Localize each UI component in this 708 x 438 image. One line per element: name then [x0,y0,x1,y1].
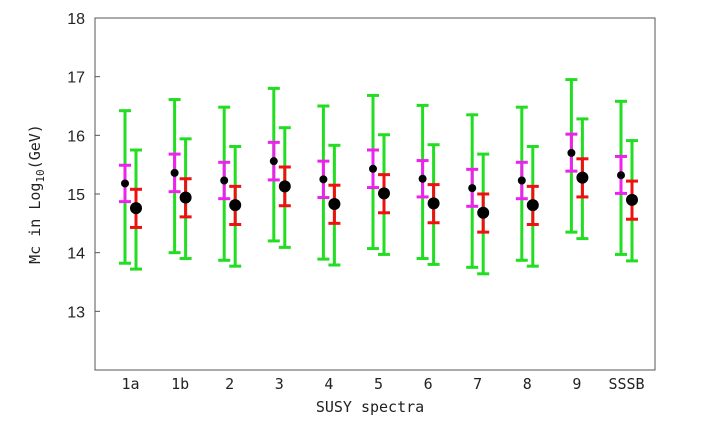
y-tick-label-5: 18 [67,11,85,28]
point-s1-5 [378,187,390,200]
point-s0-10 [617,171,625,180]
x-tick-label-10: SSSB [608,375,644,393]
y-axis-label-prefix: Mc in Log [26,183,44,264]
point-s0-4 [319,175,328,184]
y-axis-label: Mc in Log10(GeV) [26,124,47,264]
x-tick-label-1: 1b [171,375,189,393]
point-s0-9 [567,148,576,157]
point-s1-1 [179,191,192,204]
point-s1-2 [229,199,242,212]
y-axis-label-suffix: (GeV) [26,124,44,169]
x-tick-label-9: 9 [572,375,581,393]
point-s0-0 [121,179,129,188]
x-tick-label-3: 3 [275,375,284,393]
point-s0-8 [517,176,526,185]
x-tick-label-7: 7 [473,375,482,393]
y-tick-label-0: 13 [67,304,85,321]
x-axis-label: SUSY spectra [316,398,424,416]
x-tick-label-6: 6 [424,375,433,393]
point-s1-4 [328,197,341,210]
x-tick-labels: 1a 1b 2 3 4 5 6 7 8 9 SSSB [121,375,644,393]
point-s1-6 [427,197,440,210]
point-s0-2 [220,176,229,185]
y-axis-label-subscript: 10 [34,169,47,182]
y-tick-label-2: 15 [67,187,85,204]
point-s0-6 [418,174,427,183]
point-s1-10 [626,193,638,206]
y-tick-label-3: 16 [67,128,85,145]
point-s1-3 [278,180,291,193]
point-s1-8 [526,199,539,212]
point-s1-0 [130,202,142,215]
y-tick-label-4: 17 [67,70,85,87]
x-tick-label-0: 1a [121,375,139,393]
x-tick-label-4: 4 [324,375,333,393]
point-s1-9 [576,171,589,184]
y-tick-label-1: 14 [67,246,85,263]
point-s1-7 [477,206,490,219]
point-s0-7 [468,184,477,193]
x-tick-label-8: 8 [523,375,532,393]
x-tick-label-2: 2 [225,375,234,393]
point-s0-5 [369,164,377,173]
point-s0-3 [269,157,278,166]
y-ticks: 13 14 15 16 17 18 [67,11,100,321]
error-bars [119,78,638,276]
point-s0-1 [170,168,179,177]
x-tick-label-5: 5 [374,375,383,393]
